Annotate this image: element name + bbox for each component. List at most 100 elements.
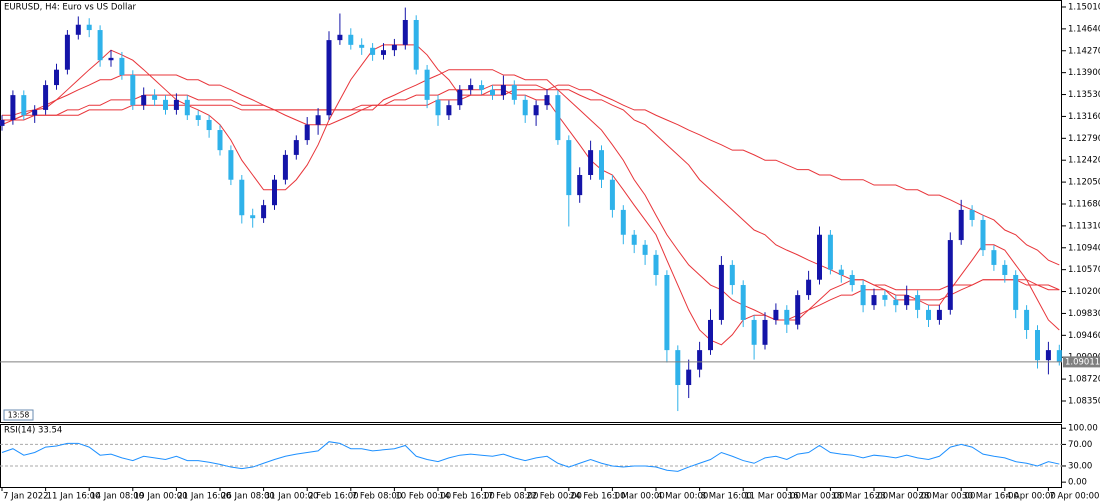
candle-body <box>184 99 190 116</box>
y-tick-label: 1.08720 <box>1068 375 1100 385</box>
candle-body <box>1035 330 1040 361</box>
y-tick-label: 1.10940 <box>1068 243 1100 253</box>
y-tick-label: 1.10200 <box>1068 287 1100 297</box>
y-tick-label: 0.00 <box>1068 478 1087 488</box>
x-tick-label: 26 Jan 08:00 <box>221 492 275 502</box>
x-tick-label: 11 Jan 16:00 <box>47 492 101 502</box>
candle-body <box>827 234 833 270</box>
candle-body <box>457 89 463 106</box>
x-tick-label: 8 Mar 16:00 <box>701 492 752 502</box>
y-tick-label: 1.14640 <box>1068 24 1100 34</box>
rsi-line <box>1 441 1060 472</box>
candle-body <box>97 30 103 61</box>
candle-body <box>86 24 92 31</box>
candle-body <box>348 34 354 45</box>
x-tick-label: 4 Apr 00:00 <box>1006 492 1056 502</box>
candle-body <box>293 140 299 155</box>
candle-body <box>806 279 812 296</box>
countdown-box <box>3 409 34 421</box>
y-tick-label: 1.09830 <box>1068 309 1100 319</box>
candle-body <box>751 319 757 345</box>
candle-body <box>163 99 168 110</box>
candle-body <box>195 115 201 120</box>
candle-body <box>500 85 506 96</box>
x-tick-label: 16 Mar 00:00 <box>788 492 845 502</box>
candle-body <box>173 99 179 110</box>
candle-body <box>1013 274 1019 310</box>
y-tick-label: 1.13160 <box>1068 112 1100 122</box>
candle-body <box>577 175 583 196</box>
x-tick-label: 22 Feb 00:00 <box>526 492 582 502</box>
candle-body <box>631 234 637 245</box>
candle-body <box>228 150 234 180</box>
candle-body <box>795 295 801 325</box>
moving-average <box>2 84 1060 291</box>
candle-body <box>381 50 386 55</box>
candle-body <box>653 254 659 275</box>
candle-body <box>838 269 844 275</box>
x-tick-label: 1 Mar 00:00 <box>613 492 664 502</box>
countdown: 13:58 <box>8 411 30 420</box>
x-tick-label: 2 Feb 16:00 <box>308 492 358 502</box>
candle-body <box>511 85 517 100</box>
candle-body <box>261 205 267 219</box>
y-tick-label: 30.00 <box>1068 461 1092 471</box>
candle-body <box>435 99 441 116</box>
candle-body <box>980 219 986 251</box>
x-tick-label: 28 Mar 00:00 <box>919 492 976 502</box>
candle-body <box>522 99 528 116</box>
x-tick-label: 23 Mar 00:00 <box>875 492 932 502</box>
x-tick-label: 21 Jan 16:00 <box>177 492 231 502</box>
candle-body <box>958 209 964 241</box>
candle-body <box>915 295 921 310</box>
y-tick-label: 1.11680 <box>1068 199 1100 209</box>
candle-body <box>1056 350 1062 362</box>
candle-body <box>272 179 277 206</box>
candle-body <box>54 69 59 86</box>
candle-body <box>0 119 5 126</box>
candle-body <box>599 150 604 180</box>
candle-body <box>315 115 321 125</box>
candle-body <box>370 47 376 55</box>
candle-body <box>119 57 125 76</box>
candle-body <box>904 295 910 306</box>
candle-body <box>566 140 572 196</box>
candle-body <box>784 309 790 325</box>
candle-body <box>926 309 931 320</box>
candle-body <box>544 95 550 106</box>
candle-body <box>991 250 997 265</box>
candle-body <box>871 295 877 306</box>
candle-body <box>479 85 485 90</box>
x-tick-label: 18 Mar 16:00 <box>831 492 888 502</box>
x-tick-label: 19 Jan 00:00 <box>134 492 188 502</box>
y-tick-label: 100.00 <box>1068 424 1098 434</box>
x-tick-label: 14 Jan 08:00 <box>90 492 144 502</box>
candle-body <box>337 34 343 41</box>
candle-body <box>282 154 288 180</box>
candle-body <box>413 19 419 70</box>
candle-body <box>936 309 942 320</box>
y-tick-label: 1.13530 <box>1068 90 1100 100</box>
rsi-title: RSI(14) 33.54 <box>4 426 62 436</box>
candle-body <box>882 295 888 300</box>
x-tick-label: 7 Jan 2022 <box>3 492 49 502</box>
y-tick-label: 70.00 <box>1068 440 1092 450</box>
candle-body <box>609 179 615 210</box>
candle-body <box>304 124 310 141</box>
candle-body <box>64 34 70 70</box>
y-tick-label: 1.11310 <box>1068 221 1100 231</box>
x-tick-label: 11 Mar 00:00 <box>744 492 801 502</box>
candle-body <box>152 95 158 100</box>
last-price-label: 1.09011 <box>1065 357 1100 367</box>
candle-body <box>642 244 648 255</box>
y-tick-label: 1.10570 <box>1068 265 1100 275</box>
candle-body <box>718 264 724 320</box>
candle-body <box>686 369 692 386</box>
candle-body <box>620 209 626 235</box>
candle-body <box>359 44 365 48</box>
candle-body <box>708 319 713 351</box>
candle-body <box>43 85 49 110</box>
candle-body <box>21 95 27 116</box>
